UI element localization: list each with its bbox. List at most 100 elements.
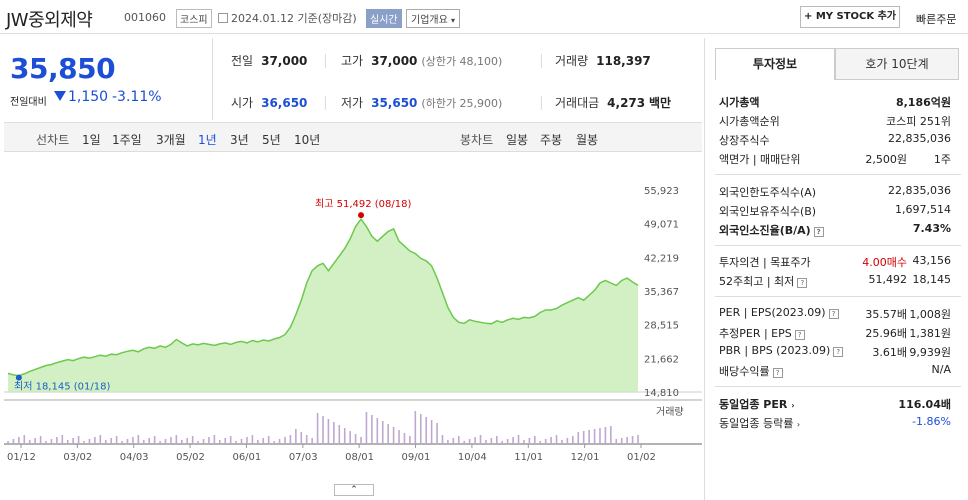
volume-bar — [316, 413, 319, 444]
stat-prev: 전일 37,000 — [231, 52, 307, 69]
stat-value: 35,650 — [371, 96, 418, 110]
chevron-right-icon: › — [796, 420, 801, 429]
dividend-yield: N/A — [931, 363, 951, 376]
volume-bar — [457, 436, 460, 444]
help-icon[interactable]: ? — [828, 309, 839, 319]
volume-bar — [544, 439, 547, 444]
volume-bar — [175, 435, 178, 444]
tab-1d[interactable]: 1일 — [82, 133, 101, 147]
volume-bar — [338, 425, 341, 444]
stat-value: 4,273 — [607, 96, 646, 110]
tab-monthly[interactable]: 월봉 — [576, 133, 599, 147]
stat-amount: 거래대금 4,273 백만 — [555, 94, 671, 111]
tab-order-book[interactable]: 호가 10단계 — [835, 48, 959, 80]
tab-weekly[interactable]: 주봉 — [540, 133, 563, 147]
x-tick-label: 04/03 — [120, 452, 149, 463]
volume-bar — [365, 412, 368, 444]
volume-bar — [441, 435, 444, 444]
tab-1w[interactable]: 1주일 — [112, 133, 142, 147]
volume-bar — [45, 441, 47, 444]
price-chart: 55,923 49,071 42,219 35,367 28,515 21,662 14,8… — [4, 152, 702, 482]
peer-rate: -1.86% — [912, 415, 951, 428]
volume-bar — [257, 440, 259, 444]
unit: 1주 — [933, 153, 951, 166]
tab-10y[interactable]: 10년 — [294, 133, 321, 147]
help-icon[interactable]: ? — [833, 347, 844, 357]
volume-bar — [550, 437, 552, 444]
volume-bar — [159, 441, 161, 444]
quick-order-button[interactable]: 빠른주문 — [916, 13, 957, 26]
help-icon[interactable]: ? — [797, 278, 808, 288]
price-stats: 전일 37,000 고가 37,000 (상한가 48,100) 거래량 118,397… — [212, 38, 702, 120]
opinion-label: 투자의견 | 목표주가 — [719, 256, 811, 269]
peer-per-label[interactable]: 동일업종 PER — [719, 398, 788, 411]
volume-bar — [430, 420, 433, 444]
volume-bar — [219, 440, 221, 444]
tab-daily[interactable]: 일봉 — [506, 133, 529, 147]
tab-5y[interactable]: 5년 — [262, 133, 281, 147]
x-tick-label: 07/03 — [289, 452, 318, 463]
volume-bar — [555, 435, 558, 444]
my-stock-add-button[interactable]: + MY STOCK 추가 — [800, 6, 900, 28]
volume-bar — [18, 437, 20, 444]
volume-bar — [311, 438, 313, 444]
per-label: PER | EPS(2023.09) — [719, 306, 826, 319]
w52-high: 51,492 — [868, 273, 908, 286]
help-icon[interactable]: ? — [813, 227, 824, 237]
volume-label: 거래량 — [656, 406, 684, 418]
volume-bar — [343, 428, 346, 444]
volume-bar — [229, 436, 232, 444]
volume-bar — [153, 436, 156, 444]
realtime-button[interactable]: 실시간 — [366, 9, 402, 28]
volume-bar — [604, 427, 607, 444]
volume-bar — [495, 436, 498, 444]
chart-collapse-handle[interactable]: ⌃ — [334, 484, 374, 496]
help-icon[interactable]: ? — [772, 368, 783, 378]
volume-bar — [83, 441, 85, 444]
volume-bar — [278, 439, 281, 444]
x-tick-label: 01/02 — [627, 452, 656, 463]
high-point — [358, 212, 365, 219]
y-tick-label: 42,219 — [644, 253, 679, 264]
date-value: 2024.01.12 — [231, 12, 294, 25]
volume-bar — [534, 436, 536, 444]
change-percent: -3.11% — [112, 89, 162, 105]
volume-bar — [7, 441, 9, 444]
tab-investment-info[interactable]: 투자정보 — [715, 48, 835, 80]
volume-bar — [403, 433, 406, 444]
peer-rate-label[interactable]: 동일업종 등락률 — [719, 417, 794, 430]
market-badge: 코스피 — [176, 9, 212, 28]
peer-per: 116.04배 — [898, 398, 951, 411]
volume-bar — [620, 438, 623, 444]
stat-open: 시가 36,650 — [231, 94, 307, 111]
low-label: 최저 18,145 (01/18) — [14, 381, 110, 393]
volume-bar — [77, 436, 80, 444]
volume-bar — [512, 437, 514, 444]
eps: 1,008원 — [909, 308, 951, 321]
volume-bar — [387, 424, 389, 444]
volume-bar — [115, 436, 118, 444]
volume-bar — [202, 439, 205, 444]
volume-bar — [262, 438, 265, 444]
stat-value: 37,000 — [371, 54, 418, 68]
tab-1y[interactable]: 1년 — [198, 133, 217, 147]
volume-bar — [327, 419, 330, 444]
volume-bar — [447, 440, 449, 444]
volume-bar — [381, 421, 384, 444]
company-info-dropdown[interactable]: 기업개요 ▾ — [406, 9, 461, 28]
volume-bar — [436, 423, 438, 444]
volume-bar — [615, 439, 618, 444]
x-tick-label: 11/01 — [514, 452, 543, 463]
pbr: 3.61배 — [872, 346, 907, 359]
y-tick-label: 55,923 — [644, 186, 679, 197]
volume-bar — [371, 415, 373, 444]
volume-bar — [191, 436, 194, 444]
chart-period-tabs: 선차트 1일 1주일 3개월 1년 3년 5년 10년 봉차트 일봉 주봉 월봉 — [4, 122, 702, 152]
volume-bar — [626, 437, 628, 444]
help-icon[interactable]: ? — [794, 330, 805, 340]
line-chart-label: 선차트 — [36, 133, 70, 147]
volume-bar — [197, 441, 199, 444]
tab-3m[interactable]: 3개월 — [156, 133, 186, 147]
foreign-hold-label: 외국인보유주식수(B) — [719, 205, 817, 218]
tab-3y[interactable]: 3년 — [230, 133, 249, 147]
